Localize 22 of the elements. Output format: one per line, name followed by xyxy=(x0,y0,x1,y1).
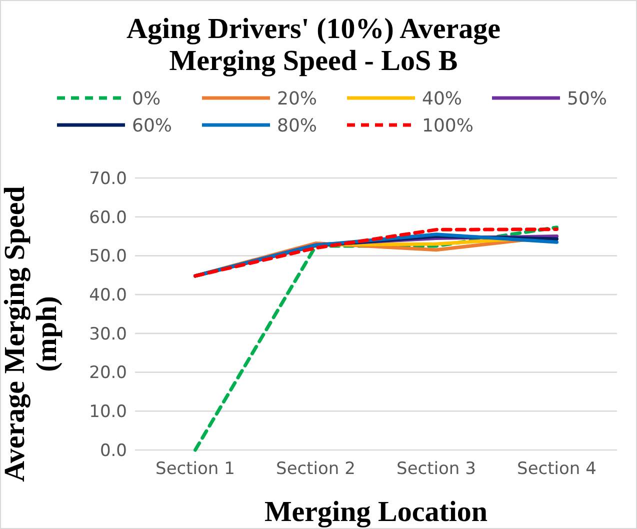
legend-label: 20% xyxy=(277,88,318,110)
x-tick-label: Section 3 xyxy=(396,459,476,479)
x-tick-label: Section 2 xyxy=(276,459,356,479)
y-tick-label: 20.0 xyxy=(89,363,127,384)
y-tick-label: 50.0 xyxy=(89,246,127,267)
legend-label: 100% xyxy=(422,115,474,136)
x-tick-label: Section 1 xyxy=(156,459,235,479)
x-tick-label: Section 4 xyxy=(517,459,596,479)
y-tick-label: 60.0 xyxy=(89,208,127,228)
legend-label: 50% xyxy=(567,88,608,110)
legend-label: 60% xyxy=(132,115,172,136)
legend-label: 0% xyxy=(132,88,161,110)
y-tick-label: 0.0 xyxy=(100,440,127,461)
chart-title: Aging Drivers' (10%) Average Merging Speed - LoS B xyxy=(126,13,501,77)
y-tick-label: 30.0 xyxy=(89,324,127,344)
y-tick-label: 10.0 xyxy=(89,402,127,422)
x-axis-title: Merging Location xyxy=(264,496,488,528)
y-tick-label: 70.0 xyxy=(89,168,127,189)
y-axis-title: Average Merging Speed (mph) xyxy=(0,186,63,482)
legend-label: 80% xyxy=(277,115,318,136)
y-tick-label: 40.0 xyxy=(89,286,127,306)
legend-label: 40% xyxy=(422,88,462,110)
